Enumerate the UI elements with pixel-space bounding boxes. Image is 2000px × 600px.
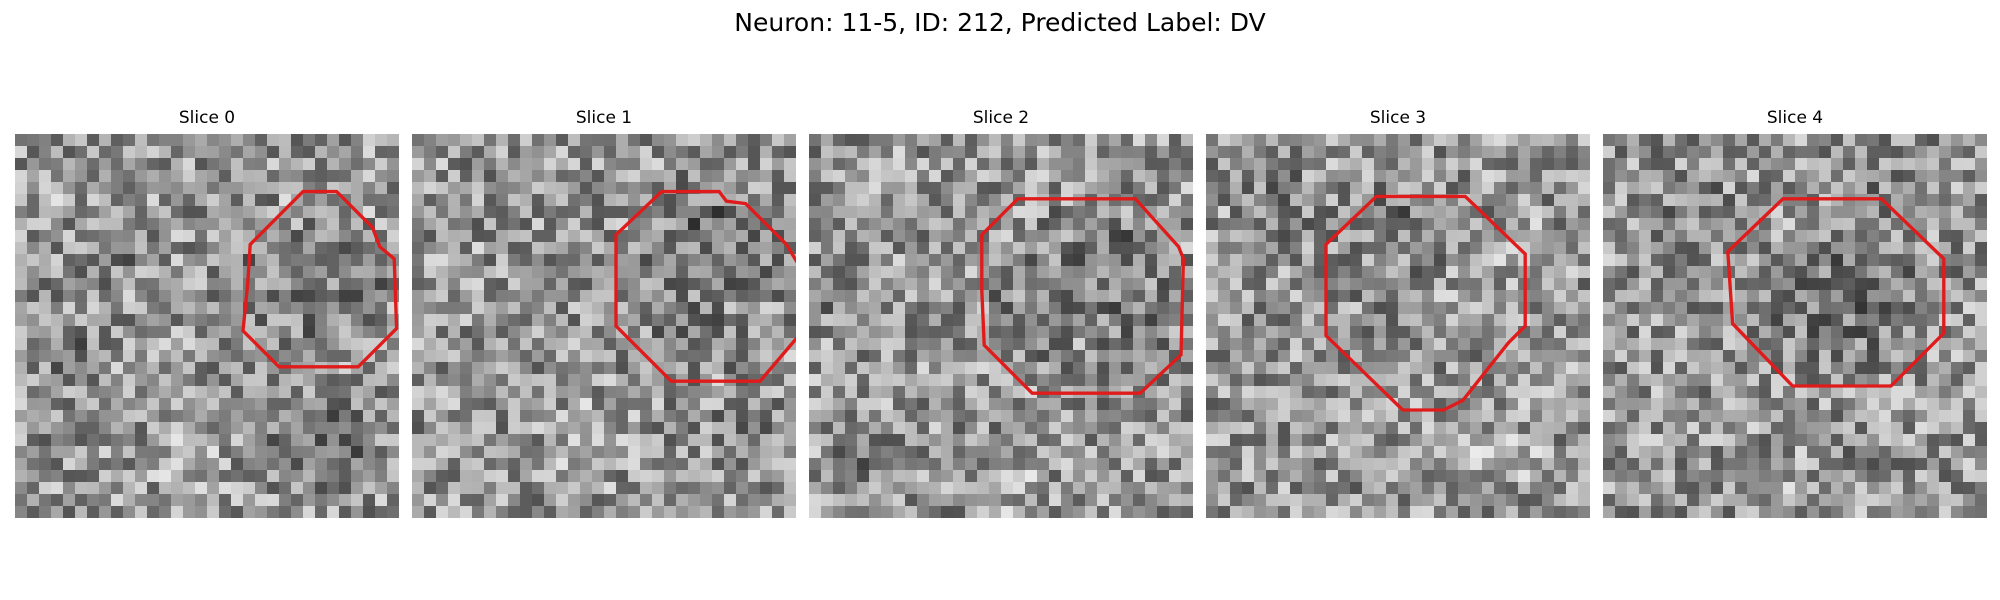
slice-image-0 (15, 134, 399, 518)
roi-contour (614, 189, 796, 383)
roi-contour (980, 197, 1186, 395)
slice-image-2 (809, 134, 1193, 518)
roi-contour (1324, 194, 1527, 412)
slice-title-3: Slice 3 (1369, 108, 1427, 128)
slice-image-3 (1206, 134, 1590, 518)
roi-contour (241, 189, 399, 369)
roi-contour (1726, 197, 1946, 388)
slice-title-2: Slice 2 (972, 108, 1030, 128)
figure-title: Neuron: 11-5, ID: 212, Predicted Label: … (734, 8, 1266, 37)
slice-title-1: Slice 1 (575, 108, 633, 128)
slice-title-4: Slice 4 (1766, 108, 1824, 128)
slice-image-1 (412, 134, 796, 518)
slice-image-4 (1603, 134, 1987, 518)
slice-title-0: Slice 0 (178, 108, 236, 128)
